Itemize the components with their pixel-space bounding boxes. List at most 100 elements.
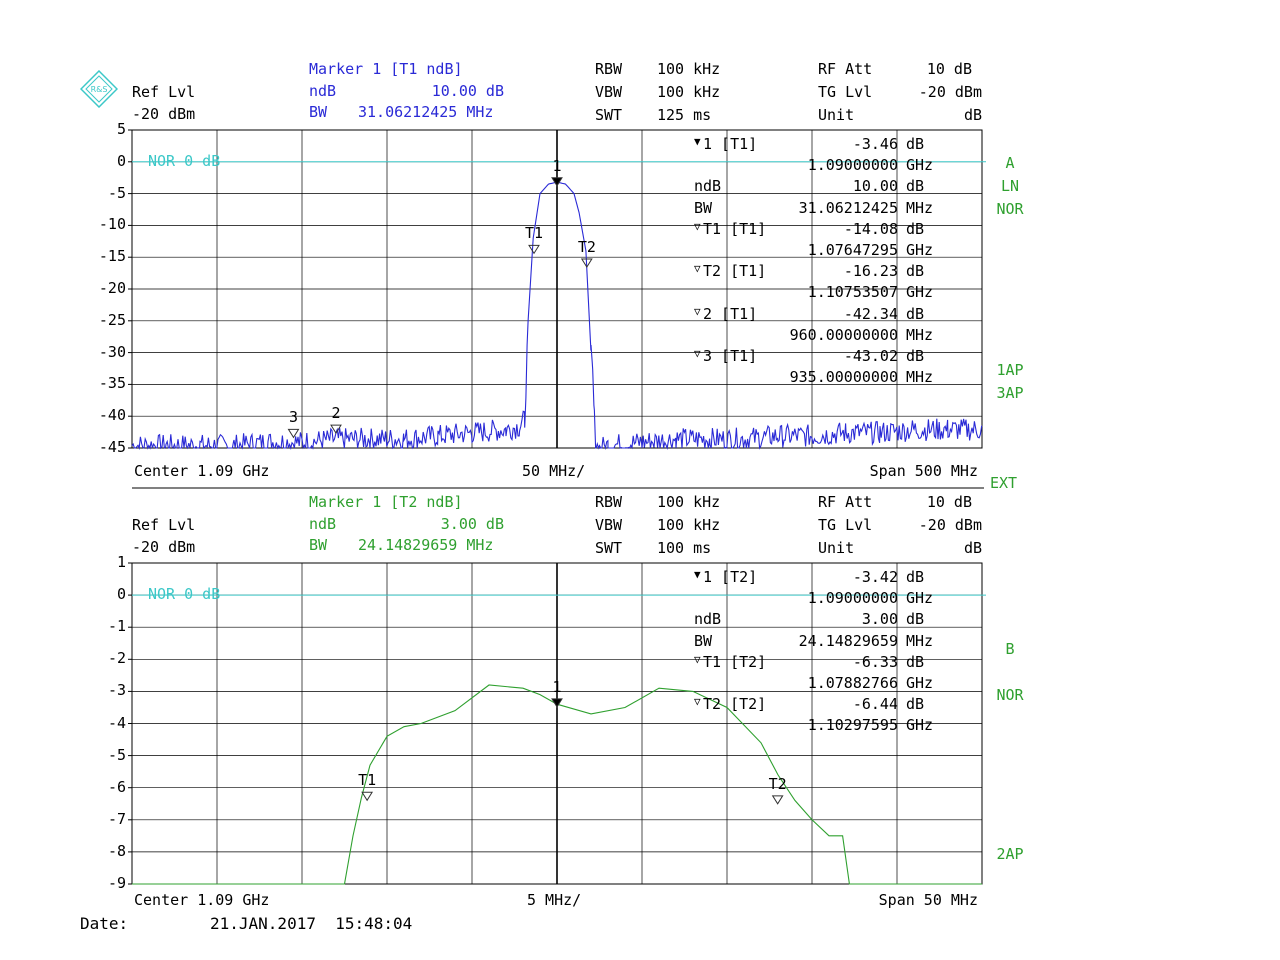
top-mt-value: -3.46 — [852, 135, 898, 153]
top-mt-value: -14.08 — [843, 219, 898, 238]
bottom-mt-value: 3.00 — [861, 610, 898, 629]
bottom-mt-value: -6.33 — [852, 652, 898, 671]
bottom-marker-T1 — [361, 791, 374, 802]
top-rfatt-label: RF Att — [818, 60, 873, 78]
bottom-div: 5 MHz/ — [527, 891, 582, 909]
top-mt-unit: MHz — [906, 325, 934, 344]
bottom-mt-name: T2 [T2] — [703, 695, 767, 714]
top-ytick-label: -10 — [98, 215, 126, 234]
top-ytick-label: -30 — [98, 342, 126, 361]
top-mt-name: 3 [T1] — [703, 347, 758, 365]
bottom-ref-lvl-value: -20 dBm — [132, 538, 196, 556]
bottom-rbw-value: 100 kHz — [657, 493, 721, 511]
top-ndb-value: 10.00 dB — [431, 82, 504, 100]
top-mt-value: 10.00 — [852, 177, 898, 196]
top-mt-name: 2 [T1] — [703, 304, 758, 323]
top-side-label: 1AP — [996, 361, 1024, 379]
bottom-ytick-label: -6 — [107, 777, 126, 796]
top-mt-unit: GHz — [906, 283, 934, 302]
bottom-side-label: NOR — [996, 686, 1024, 704]
bottom-ytick-label: -3 — [107, 681, 126, 700]
top-mt-unit: dB — [906, 177, 925, 196]
bottom-mt-sym: ▽ — [694, 652, 701, 666]
bottom-ref-line-label: NOR 0 dB — [148, 585, 221, 604]
bottom-rfatt-value: 10 dB — [926, 493, 972, 511]
top-mt-value: -16.23 — [843, 262, 898, 281]
top-swt-label: SWT — [595, 106, 623, 124]
top-mt-sym: ▽ — [694, 262, 701, 276]
top-marker-label-T1: T1 — [524, 224, 544, 243]
top-mt-unit: dB — [906, 135, 925, 153]
top-marker-label-T2: T2 — [577, 238, 596, 257]
top-mt-value: 1.09000000 — [807, 156, 898, 175]
top-mt-name: T1 [T1] — [703, 219, 767, 238]
top-ytick-label: -15 — [98, 247, 126, 266]
ext-label: EXT — [990, 474, 1018, 492]
top-rfatt-value: 10 dB — [926, 60, 972, 78]
bottom-marker-title: Marker 1 [T2 ndB] — [309, 493, 463, 511]
bottom-marker-label-T2: T2 — [768, 774, 787, 793]
bottom-ref-lvl-label: Ref Lvl — [132, 516, 196, 534]
top-ytick-label: -5 — [107, 183, 126, 202]
bottom-mt-unit: dB — [906, 695, 925, 714]
bottom-swt-value: 100 ms — [657, 539, 712, 557]
bottom-mt-unit: dB — [906, 652, 925, 671]
top-marker-T2 — [580, 258, 593, 268]
bottom-mt-name: 1 [T2] — [703, 568, 758, 586]
bottom-unit-label: Unit — [818, 539, 855, 557]
top-mt-unit: dB — [906, 304, 925, 323]
top-marker-2 — [330, 424, 342, 435]
top-swt-value: 125 ms — [657, 106, 712, 124]
bottom-mt-value: -3.42 — [852, 568, 898, 586]
top-rbw-value: 100 kHz — [657, 60, 721, 78]
top-tglvl-label: TG Lvl — [818, 83, 873, 101]
top-mt-unit: GHz — [906, 241, 934, 259]
bottom-mt-sym: ▽ — [694, 695, 701, 709]
bottom-trace — [132, 684, 982, 885]
top-mt-unit: MHz — [906, 368, 934, 387]
top-rbw-label: RBW — [595, 60, 623, 78]
bottom-mt-unit: dB — [906, 568, 925, 586]
top-mt-value: -43.02 — [843, 347, 898, 365]
top-side-label: LN — [1000, 177, 1020, 195]
bottom-bw-value: 24.14829659 MHz — [358, 536, 494, 554]
top-tglvl-value: -20 dBm — [918, 83, 982, 101]
bottom-mt-unit: dB — [906, 610, 925, 629]
bottom-rbw-label: RBW — [595, 493, 623, 511]
bottom-ytick-label: -4 — [107, 713, 126, 732]
bottom-vbw-label: VBW — [595, 516, 623, 534]
top-mt-unit: dB — [906, 347, 925, 365]
top-bw-label: BW — [309, 103, 328, 121]
top-mt-unit: GHz — [906, 156, 934, 175]
top-ref-lvl-label: Ref Lvl — [132, 83, 196, 101]
top-vbw-label: VBW — [595, 83, 623, 101]
bottom-trace-line — [132, 684, 982, 885]
bottom-marker-1 — [551, 698, 563, 708]
top-mt-value: -42.34 — [843, 304, 898, 323]
bottom-mt-name: T1 [T2] — [703, 652, 767, 671]
top-mt-name: BW — [694, 198, 713, 217]
top-mt-unit: dB — [906, 262, 925, 281]
bottom-tglvl-label: TG Lvl — [818, 516, 873, 534]
date-value: 21.JAN.2017 15:48:04 — [210, 914, 413, 933]
top-mt-value: 1.07647295 — [807, 241, 898, 259]
top-marker-label-2: 2 — [331, 404, 341, 423]
bottom-ndb-value: 3.00 dB — [440, 515, 504, 533]
top-mt-unit: dB — [906, 219, 925, 238]
top-marker-title: Marker 1 [T1 ndB] — [309, 60, 463, 78]
top-ytick-label: -45 — [98, 438, 126, 456]
bottom-mt-name: BW — [694, 631, 713, 650]
top-vbw-value: 100 kHz — [657, 83, 721, 101]
bottom-side-label: B — [1005, 640, 1015, 658]
bottom-ytick-label: -9 — [107, 874, 126, 892]
top-mt-value: 31.06212425 — [798, 198, 898, 217]
bottom-ytick-label: -1 — [107, 617, 126, 636]
top-marker-label-3: 3 — [289, 408, 299, 427]
top-ref-lvl-value: -20 dBm — [132, 105, 196, 123]
bottom-mt-unit: GHz — [906, 674, 934, 692]
bottom-ytick-label: -5 — [107, 745, 126, 764]
top-marker-1 — [551, 177, 563, 187]
bottom-swt-label: SWT — [595, 539, 623, 557]
bottom-marker-label-1: 1 — [552, 677, 562, 696]
